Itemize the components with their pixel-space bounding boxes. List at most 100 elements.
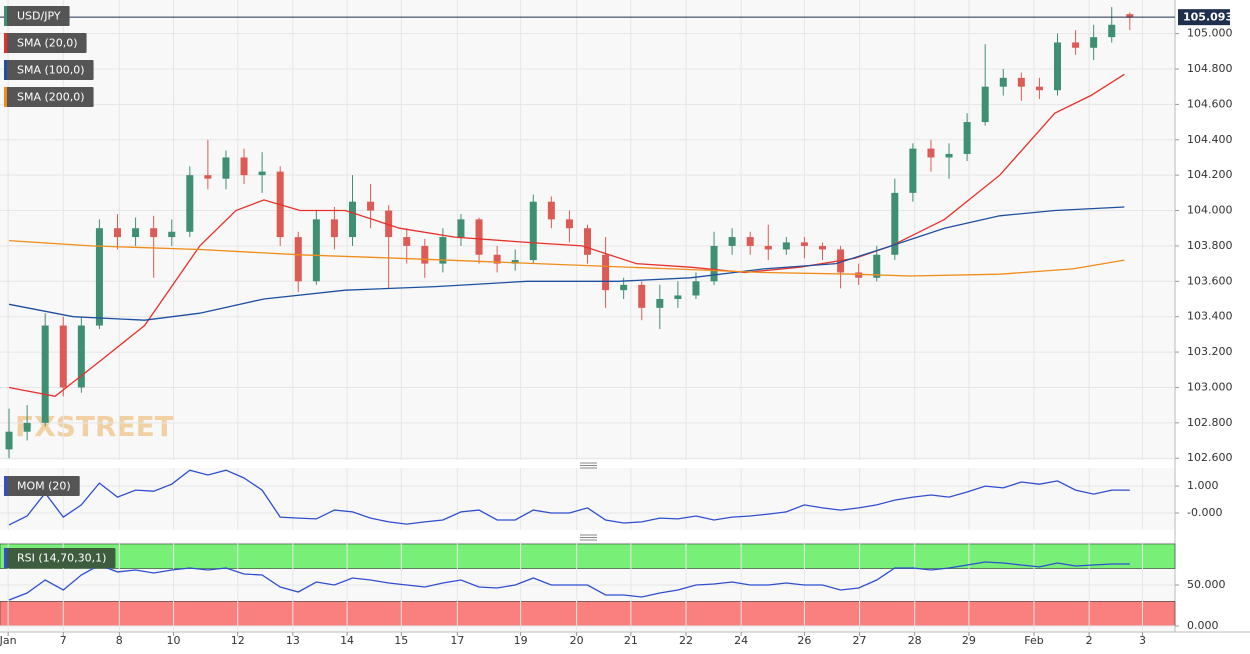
y-tick-label: 104.600 xyxy=(1187,97,1233,110)
rsi-band xyxy=(0,601,1176,627)
candle-body xyxy=(168,231,176,238)
indicator-line xyxy=(8,469,1130,526)
candle-body xyxy=(819,245,826,250)
legend-label: SMA (200,0) xyxy=(17,91,85,104)
y-tick-label: 104.000 xyxy=(1187,204,1233,217)
legend-item: SMA (100,0) xyxy=(4,60,94,80)
legend-item: USD/JPY xyxy=(4,6,70,26)
x-tick-label: 28 xyxy=(908,634,922,647)
x-tick-label: 26 xyxy=(797,634,811,647)
candle-body xyxy=(330,219,338,238)
legend-item: SMA (20,0) xyxy=(4,33,87,53)
candle-body xyxy=(312,219,320,282)
candle-body xyxy=(114,228,121,238)
x-tick-label: 14 xyxy=(340,634,354,647)
y-tick-label: 102.600 xyxy=(1187,451,1233,464)
panel-grip xyxy=(580,462,597,541)
candle-body xyxy=(95,228,103,326)
candle-body xyxy=(927,148,935,158)
last-price-label: 105.093 xyxy=(1183,11,1233,24)
candle-body xyxy=(385,210,393,238)
legend-item: SMA (200,0) xyxy=(4,87,94,107)
x-tick-label: 19 xyxy=(514,634,528,647)
y-tick-label: 103.800 xyxy=(1187,239,1233,252)
candle-body xyxy=(258,171,266,176)
candle-body xyxy=(746,237,754,246)
legend-label: SMA (100,0) xyxy=(17,64,85,77)
candle-body xyxy=(59,325,67,388)
last-price-box xyxy=(1178,9,1230,26)
candle-body xyxy=(367,201,375,211)
legend-swatch xyxy=(4,6,7,26)
candle-body xyxy=(421,245,429,264)
candle-body xyxy=(403,237,411,246)
legend-swatch xyxy=(4,87,7,107)
indicator-line xyxy=(8,73,1125,397)
candle-body xyxy=(349,201,356,238)
candle-body xyxy=(565,219,573,229)
y-tick-label: 105.000 xyxy=(1187,27,1233,40)
x-tick-label: Jan xyxy=(0,634,17,647)
candle-body xyxy=(1090,37,1098,48)
candle-body xyxy=(1054,42,1061,91)
candle-body xyxy=(602,254,610,291)
y-tick-label: 1.000 xyxy=(1187,479,1219,492)
indicator-line xyxy=(8,239,1125,277)
candle-body xyxy=(800,242,808,246)
candle-body xyxy=(873,254,881,278)
candle-body xyxy=(294,237,302,282)
candle-body xyxy=(529,201,537,261)
legend-label: RSI (14,70,30,1) xyxy=(17,552,106,565)
candle-body xyxy=(5,431,13,450)
legend-box xyxy=(4,60,94,80)
legend-box xyxy=(4,33,87,53)
candle-body xyxy=(1017,77,1025,87)
candle-body xyxy=(41,325,49,423)
candle-body xyxy=(493,254,501,264)
legend-swatch xyxy=(4,548,7,568)
candle-body xyxy=(457,219,465,238)
candle-body xyxy=(511,260,519,264)
y-tick-label: 103.400 xyxy=(1187,310,1233,323)
candle-body xyxy=(656,299,664,308)
x-tick-label: 20 xyxy=(570,634,584,647)
legend-box xyxy=(4,548,116,568)
watermark: FXSTREET xyxy=(15,410,174,443)
x-tick-label: Feb xyxy=(1024,634,1043,647)
legend-swatch xyxy=(4,60,7,80)
candle-body xyxy=(1072,42,1080,48)
candle-body xyxy=(674,295,682,299)
candle-body xyxy=(1126,14,1134,18)
candle-body xyxy=(692,281,700,296)
legend-box xyxy=(4,6,70,26)
legend-swatch xyxy=(4,33,7,53)
candle-body xyxy=(981,86,989,123)
y-tick-label: 102.800 xyxy=(1187,416,1233,429)
x-tick-label: 10 xyxy=(167,634,181,647)
legend-box xyxy=(4,476,80,496)
candle-body xyxy=(1035,86,1043,91)
candle-body xyxy=(764,245,772,250)
candle-body xyxy=(204,175,212,179)
legend-item: MOM (20) xyxy=(4,476,80,496)
candle-body xyxy=(909,148,917,193)
y-tick-label: 103.600 xyxy=(1187,274,1233,287)
y-tick-label: -0.000 xyxy=(1187,506,1222,519)
y-tick-label: 104.400 xyxy=(1187,133,1233,146)
x-tick-label: 29 xyxy=(962,634,976,647)
candle-body xyxy=(475,219,483,255)
candle-body xyxy=(638,284,646,308)
momentum-panel xyxy=(0,468,1175,530)
x-tick-label: 27 xyxy=(853,634,867,647)
candle-body xyxy=(728,237,736,246)
legend-label: MOM (20) xyxy=(17,480,71,493)
candle-body xyxy=(999,77,1007,87)
candle-body xyxy=(1108,24,1116,38)
legend-label: USD/JPY xyxy=(17,10,61,23)
candle-body xyxy=(855,272,863,278)
x-tick-label: 21 xyxy=(624,634,638,647)
x-tick-label: 22 xyxy=(679,634,693,647)
candle-body xyxy=(150,228,158,238)
x-tick-label: 12 xyxy=(231,634,245,647)
